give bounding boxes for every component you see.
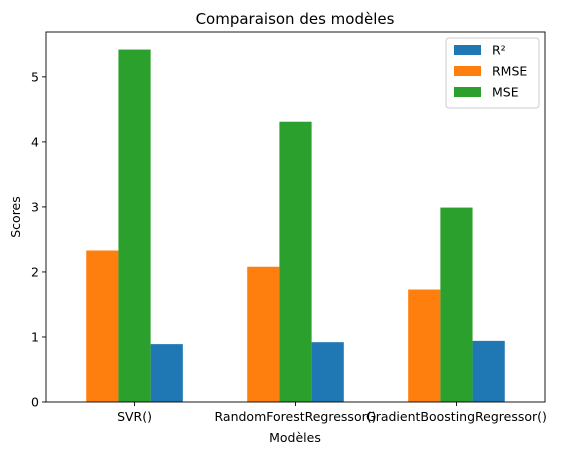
chart-title: Comparaison des modèles (196, 10, 395, 28)
y-axis: 0 1 2 3 4 5 (31, 69, 46, 410)
bar-rmse-gradientboostingregressor (408, 289, 441, 402)
legend-label: R² (492, 43, 506, 58)
bar-r2-randomforestregressor (311, 342, 344, 402)
legend-label: RMSE (492, 64, 527, 79)
bar-r2-svr (150, 344, 183, 402)
bar-mse-svr (118, 49, 151, 402)
legend-swatch (454, 87, 481, 97)
y-tick-label: 1 (31, 329, 39, 344)
bar-rmse-randomforestregressor (247, 266, 280, 402)
legend-label: MSE (492, 85, 519, 100)
y-tick-label: 3 (31, 199, 39, 214)
legend-swatch (454, 66, 481, 76)
legend-swatch (454, 45, 481, 55)
bar-mse-gradientboostingregressor (440, 207, 473, 402)
bar-mse-randomforestregressor (279, 121, 312, 402)
y-tick-label: 4 (31, 134, 39, 149)
legend: R² RMSE MSE (445, 37, 540, 109)
y-tick-label: 0 (31, 395, 39, 410)
bar-rmse-svr (86, 250, 119, 402)
y-tick-label: 5 (31, 69, 39, 84)
x-tick-label: GradientBoostingRegressor() (366, 409, 547, 424)
plot-frame (45, 31, 546, 403)
bar-r2-gradientboostingregressor (472, 340, 505, 402)
bars-layer (86, 49, 505, 402)
x-axis-title: Modèles (269, 430, 321, 445)
y-axis-title: Scores (8, 196, 23, 238)
x-tick-label: RandomForestRegressor() (215, 409, 377, 424)
x-axis: SVR() RandomForestRegressor()GradientBoos… (117, 402, 547, 424)
y-tick-label: 2 (31, 264, 39, 279)
x-tick-label: SVR() (117, 409, 152, 424)
